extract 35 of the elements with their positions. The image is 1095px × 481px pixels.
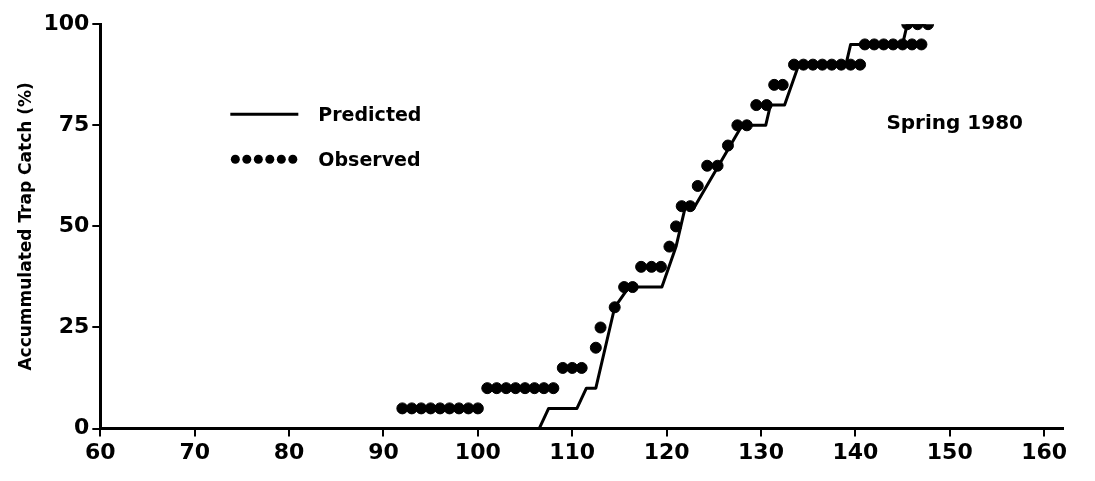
point bbox=[575, 361, 588, 374]
x-tick-label: 160 bbox=[1021, 438, 1068, 464]
x-tick-label: 60 bbox=[85, 438, 116, 464]
point bbox=[594, 321, 607, 334]
point bbox=[663, 240, 676, 253]
point bbox=[589, 341, 602, 354]
point bbox=[915, 38, 928, 51]
x-tick-label: 120 bbox=[643, 438, 690, 464]
legend-label: Predicted bbox=[318, 103, 422, 126]
point bbox=[547, 382, 560, 395]
point bbox=[691, 179, 704, 192]
point bbox=[750, 99, 763, 112]
legend-label: Observed bbox=[318, 148, 421, 171]
y-tick-label: 100 bbox=[43, 9, 90, 35]
y-tick-label: 75 bbox=[58, 111, 90, 137]
x-tick-label: 80 bbox=[273, 438, 305, 464]
annotation: Spring 1980 bbox=[886, 110, 1023, 135]
x-tick-label: 90 bbox=[368, 438, 399, 464]
y-tick-label: 25 bbox=[58, 313, 90, 339]
point bbox=[490, 382, 503, 395]
y-tick-label: 50 bbox=[58, 212, 90, 238]
x-tick-label: 100 bbox=[454, 438, 501, 464]
point bbox=[556, 361, 569, 374]
y-axis-title: Accummulated Trap Catch (%) bbox=[14, 82, 35, 371]
y-tick-label: 0 bbox=[74, 414, 90, 440]
x-tick-label: 140 bbox=[832, 438, 879, 464]
point bbox=[701, 159, 714, 172]
point bbox=[509, 382, 522, 395]
point bbox=[854, 58, 867, 71]
x-tick-label: 130 bbox=[738, 438, 784, 464]
point bbox=[635, 260, 648, 273]
x-tick-label: 110 bbox=[549, 438, 596, 464]
point bbox=[443, 402, 456, 415]
x-tick-label: 70 bbox=[179, 438, 211, 464]
x-tick-label: 150 bbox=[926, 438, 973, 464]
